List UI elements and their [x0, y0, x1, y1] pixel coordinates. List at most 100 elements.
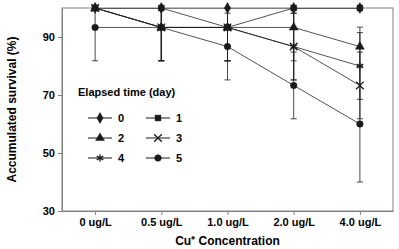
- legend-item: 0: [88, 112, 124, 124]
- series-marker: [157, 24, 165, 32]
- legend-marker: [97, 113, 103, 124]
- legend-marker: [155, 115, 161, 121]
- series-marker: [92, 24, 99, 31]
- error-cap: [158, 60, 164, 61]
- series-marker: [290, 82, 297, 89]
- x-tick: 0 ug/L: [79, 211, 112, 228]
- x-tick: 2.0 ug/L: [273, 211, 315, 228]
- series-line: [95, 8, 360, 85]
- error-stem: [161, 8, 162, 61]
- y-axis-line: [62, 9, 63, 212]
- y-tick-label: 50: [43, 147, 55, 159]
- x-tick-mark: [95, 211, 96, 215]
- y-axis: 30 50 70 90: [43, 9, 63, 218]
- x-tick-mark: [360, 211, 361, 215]
- error-cap: [291, 118, 297, 119]
- y-tick-mark: [58, 211, 62, 212]
- legend-marker: [96, 133, 105, 141]
- y-tick: 50: [43, 147, 62, 159]
- series-marker: [158, 3, 164, 14]
- chart: 305070900 ug/L0.5 ug/L1.0 ug/L2.0 ug/L4.…: [0, 0, 399, 249]
- legend-marker: [97, 154, 104, 162]
- legend-marker: [154, 134, 162, 142]
- legend-label: 3: [176, 132, 182, 144]
- y-tick-mark: [58, 37, 62, 38]
- error-bar: [158, 8, 164, 61]
- series-marker: [355, 41, 364, 49]
- series-marker: [291, 5, 297, 11]
- legend-item: 5: [146, 152, 182, 164]
- error-stem: [161, 8, 162, 61]
- x-tick-label: 1.0 ug/L: [207, 216, 249, 228]
- x-tick-mark: [228, 211, 229, 215]
- y-tick: 90: [43, 31, 62, 43]
- legend-label: 4: [118, 152, 125, 164]
- series-marker: [289, 22, 298, 30]
- y-tick: 30: [43, 205, 62, 217]
- markers: [91, 3, 365, 128]
- x-tick: 0.5 ug/L: [141, 211, 183, 228]
- x-tick-mark: [294, 211, 295, 215]
- series-marker: [92, 4, 99, 12]
- error-cap: [291, 52, 297, 53]
- x-tick-label: 0 ug/L: [79, 216, 112, 228]
- series-marker: [158, 24, 165, 32]
- error-bar: [158, 8, 164, 61]
- series-marker: [290, 43, 298, 51]
- error-cap: [357, 27, 363, 28]
- error-cap: [158, 60, 164, 61]
- legend: Elapsed time (day) 0 1 2 3 4 5: [78, 86, 182, 164]
- series-marker: [224, 24, 231, 32]
- y-tick-label: 30: [43, 205, 55, 217]
- error-cap: [357, 32, 363, 33]
- legend-item: 2: [88, 132, 124, 144]
- error-cap: [357, 182, 363, 183]
- series-marker: [224, 43, 231, 50]
- series-marker: [158, 5, 164, 11]
- series-marker: [224, 3, 230, 14]
- error-bar: [158, 8, 164, 61]
- series-marker: [357, 3, 363, 14]
- legend-item: 4: [88, 152, 125, 164]
- series-marker: [357, 5, 363, 11]
- x-tick-label: 0.5 ug/L: [141, 216, 183, 228]
- x-tick-label: 4.0 ug/L: [340, 216, 382, 228]
- series-marker: [290, 43, 297, 51]
- plot-frame: [62, 8, 393, 211]
- legend-label: 0: [118, 112, 124, 124]
- error-bar: [291, 52, 297, 119]
- error-stem: [161, 8, 162, 61]
- x-tick-mark: [161, 211, 162, 215]
- x-tick-label: 2.0 ug/L: [273, 216, 315, 228]
- error-bar: [357, 66, 363, 182]
- y-tick: 70: [43, 89, 62, 101]
- series-marker: [357, 121, 364, 128]
- series-marker: [356, 82, 364, 90]
- error-cap: [225, 79, 231, 80]
- y-axis-title: Accumulated survival (%): [5, 36, 19, 182]
- series-marker: [91, 4, 99, 12]
- legend-item: 3: [146, 132, 182, 144]
- series-marker: [357, 62, 364, 70]
- legend-item: 1: [146, 112, 182, 124]
- error-bar: [158, 8, 164, 61]
- error-cap: [158, 60, 164, 61]
- error-cap: [92, 60, 98, 61]
- x-tick: 4.0 ug/L: [340, 211, 382, 228]
- legend-title: Elapsed time (day): [78, 86, 176, 98]
- error-stem: [161, 8, 162, 61]
- y-tick-label: 70: [43, 89, 55, 101]
- series-marker: [291, 3, 297, 14]
- x-tick: 1.0 ug/L: [207, 211, 249, 228]
- y-tick-label: 90: [43, 31, 55, 43]
- legend-label: 2: [118, 132, 124, 144]
- series-marker: [224, 24, 232, 32]
- legend-label: 1: [176, 112, 182, 124]
- series-marker: [158, 24, 165, 31]
- x-axis: 0 ug/L 0.5 ug/L 1.0 ug/L 2.0 ug/L 4.0 ug/L: [63, 211, 394, 228]
- error-stem: [95, 8, 96, 61]
- y-tick-mark: [58, 95, 62, 96]
- x-axis-title: Cu⁺ Concentration: [175, 234, 280, 248]
- y-tick-mark: [58, 153, 62, 154]
- legend-label: 5: [176, 152, 182, 164]
